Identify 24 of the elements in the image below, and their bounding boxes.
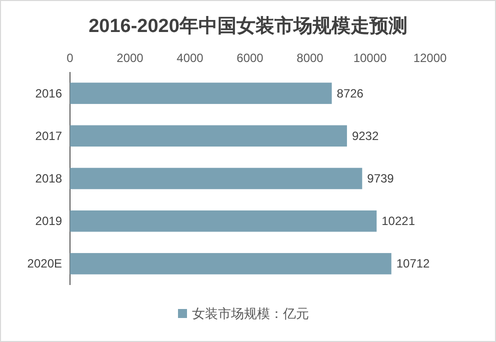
x-tick-label: 4000 xyxy=(176,51,204,65)
x-tick-label: 10000 xyxy=(353,51,388,65)
data-label: 10221 xyxy=(382,214,416,228)
x-tick-label: 8000 xyxy=(296,51,324,65)
bar xyxy=(70,168,362,190)
bar xyxy=(70,253,392,274)
y-tick-label: 2016 xyxy=(35,86,62,100)
x-tick-label: 0 xyxy=(66,51,74,65)
data-label: 10712 xyxy=(396,256,430,271)
bar xyxy=(70,82,332,104)
y-tick-label: 2019 xyxy=(35,214,62,228)
x-tick-label: 12000 xyxy=(413,51,448,65)
y-tick-label: 2020E xyxy=(27,256,62,271)
data-label: 9232 xyxy=(352,128,379,143)
x-tick-label: 6000 xyxy=(236,51,264,65)
x-tick-label: 2000 xyxy=(116,51,144,65)
data-label: 8726 xyxy=(336,86,364,100)
chart-title: 2016-2020年中国女装市场规模走预测 xyxy=(88,15,408,37)
legend-label: 女装市场规模：亿元 xyxy=(192,306,309,321)
y-tick-label: 2018 xyxy=(35,172,62,186)
bar xyxy=(70,210,377,232)
y-tick-label: 2017 xyxy=(35,128,62,143)
bar xyxy=(70,125,347,147)
data-label: 9739 xyxy=(367,172,394,186)
